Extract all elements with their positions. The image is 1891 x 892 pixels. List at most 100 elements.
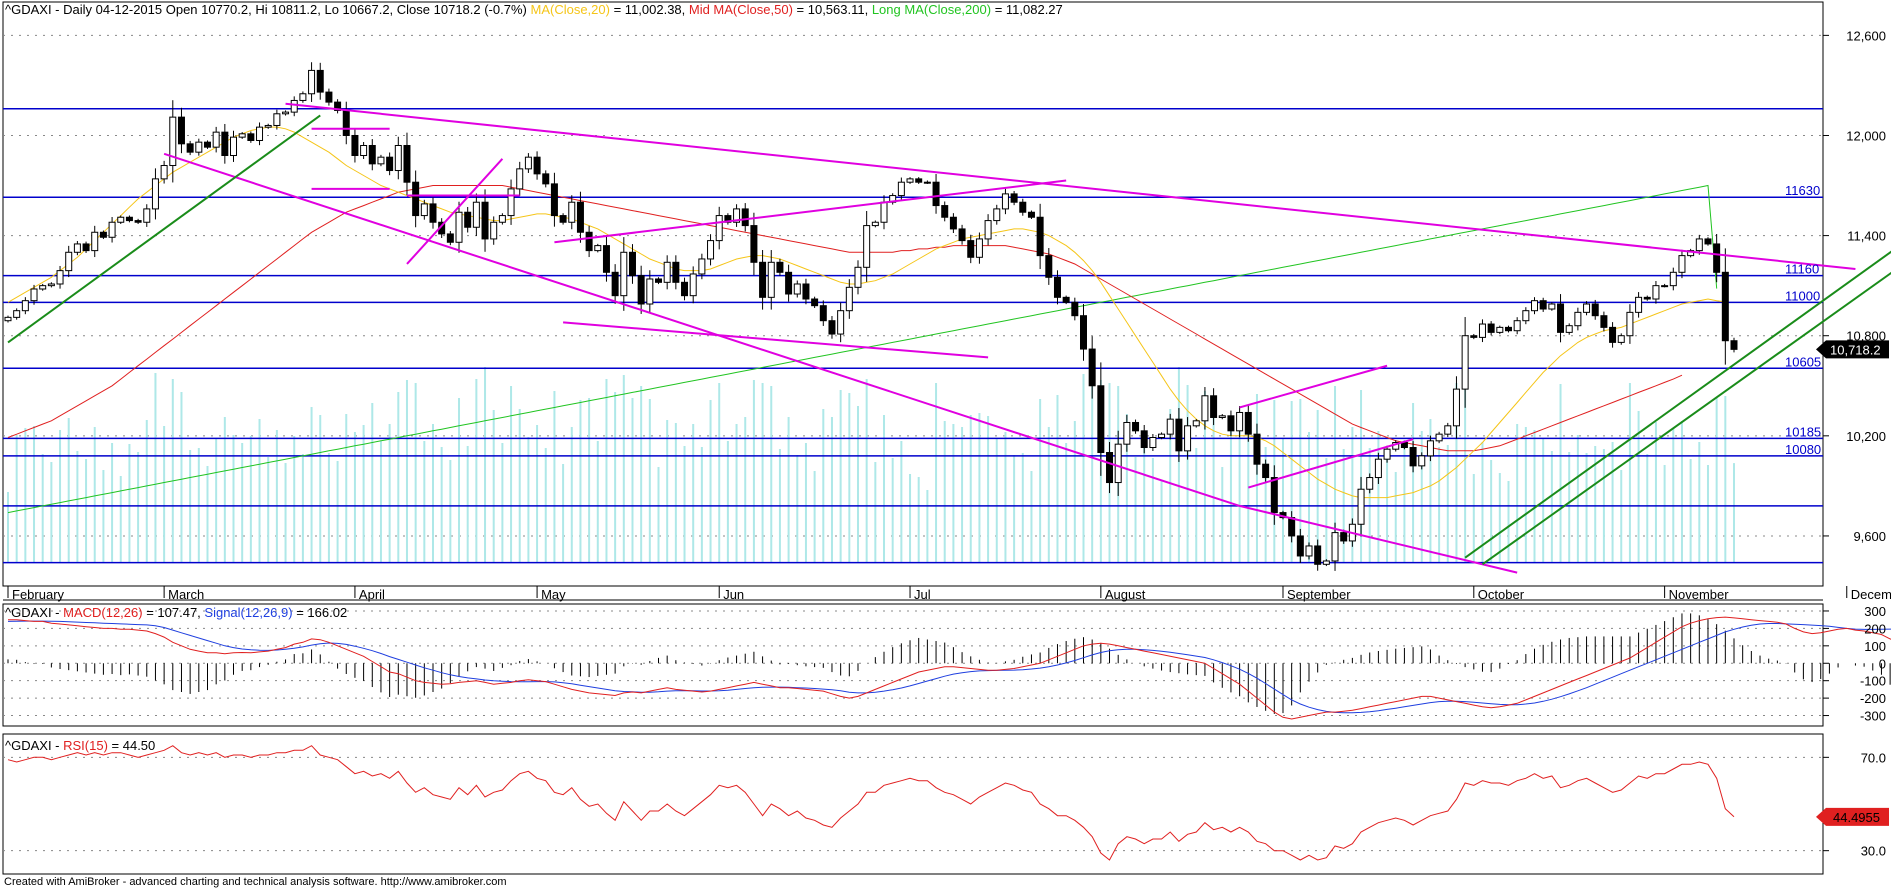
volume-bar bbox=[137, 452, 140, 562]
candle-body bbox=[1487, 323, 1495, 333]
candle-body bbox=[1617, 335, 1625, 343]
rsi-tick-label: 70.0 bbox=[1861, 750, 1886, 765]
macd-panel-title: ^GDAXI - MACD(12,26) = 107.47, Signal(12… bbox=[5, 605, 347, 620]
candle-body bbox=[1053, 276, 1061, 298]
volume-bar bbox=[310, 407, 313, 562]
level-label: 11160 bbox=[1785, 262, 1819, 277]
volume-bar bbox=[909, 474, 912, 562]
candle-body bbox=[1045, 255, 1053, 278]
volume-bar bbox=[631, 398, 634, 562]
volume-bar bbox=[119, 476, 122, 562]
candle-body bbox=[1539, 300, 1547, 310]
candle-body bbox=[420, 203, 428, 217]
candle-body bbox=[958, 228, 966, 242]
channel-line bbox=[1239, 364, 1388, 409]
volume-bar bbox=[1151, 458, 1154, 562]
candle-body bbox=[585, 231, 593, 252]
volume-bar bbox=[275, 430, 278, 562]
volume-bar bbox=[935, 383, 938, 562]
volume-bar bbox=[813, 471, 816, 562]
volume-bar bbox=[405, 380, 408, 562]
candle-body bbox=[1027, 211, 1035, 218]
volume-bar bbox=[379, 441, 382, 562]
month-label: February bbox=[12, 587, 65, 602]
candle-body bbox=[984, 220, 992, 240]
price-tick-label: 12,000 bbox=[1846, 128, 1886, 143]
volume-bar bbox=[197, 448, 200, 562]
candle-body bbox=[403, 144, 411, 183]
volume-bar bbox=[1255, 394, 1258, 562]
volume-bar bbox=[1507, 481, 1510, 562]
price-tick-label: 11,400 bbox=[1847, 229, 1886, 244]
channel-line bbox=[1239, 504, 1518, 574]
candle-body bbox=[221, 131, 229, 157]
candle-body bbox=[151, 178, 159, 210]
candle-body bbox=[91, 231, 99, 252]
volume-bar bbox=[1386, 459, 1389, 562]
volume-bar bbox=[1316, 410, 1319, 562]
volume-bar bbox=[1030, 471, 1033, 562]
price-tick-label: 12,600 bbox=[1846, 28, 1886, 43]
volume-bar bbox=[145, 420, 148, 562]
volume-bar bbox=[1403, 440, 1406, 562]
volume-bar bbox=[1238, 423, 1241, 562]
candle-body bbox=[1296, 535, 1304, 557]
volume-bar bbox=[1394, 472, 1397, 562]
volume-bar bbox=[1464, 386, 1467, 562]
macd-tick-label: 200 bbox=[1864, 621, 1886, 636]
volume-bar bbox=[1290, 401, 1293, 562]
volume-bar bbox=[518, 409, 521, 562]
volume-bar bbox=[536, 425, 539, 562]
volume-bar bbox=[510, 386, 513, 562]
volume-bar bbox=[666, 420, 669, 562]
candle-body bbox=[481, 201, 489, 240]
volume-bar bbox=[1186, 385, 1189, 562]
volume-bar bbox=[726, 441, 729, 562]
candle-body bbox=[186, 143, 194, 153]
month-label: Jun bbox=[723, 587, 744, 602]
volume-bar bbox=[883, 415, 886, 562]
volume-bar bbox=[371, 403, 374, 562]
volume-bar bbox=[293, 436, 296, 562]
candle-body bbox=[386, 156, 394, 172]
volume-bar bbox=[709, 400, 712, 562]
volume-bar bbox=[475, 379, 478, 562]
month-label: May bbox=[541, 587, 566, 602]
volume-bar bbox=[900, 441, 903, 562]
month-label: September bbox=[1287, 587, 1351, 602]
volume-bar bbox=[232, 435, 235, 562]
candle-body bbox=[1591, 303, 1599, 317]
volume-bar bbox=[1360, 390, 1363, 562]
candle-body bbox=[663, 261, 671, 283]
candle-body bbox=[602, 245, 610, 273]
candle-body bbox=[1548, 303, 1556, 310]
volume-bar bbox=[1429, 419, 1432, 562]
volume-bar bbox=[1195, 448, 1198, 562]
volume-bar bbox=[1299, 399, 1302, 562]
volume-bar bbox=[1073, 421, 1076, 562]
candle-body bbox=[1426, 440, 1434, 457]
volume-bar bbox=[1672, 428, 1675, 562]
volume-bar bbox=[362, 425, 365, 562]
volume-bar bbox=[770, 386, 773, 562]
candle-body bbox=[681, 281, 689, 297]
volume-bar bbox=[1533, 430, 1536, 562]
candle-body bbox=[351, 134, 359, 157]
volume-bar bbox=[527, 437, 530, 562]
volume-bar bbox=[484, 367, 487, 562]
volume-bar bbox=[674, 423, 677, 562]
price-tick-label: 10,800 bbox=[1846, 329, 1886, 344]
volume-bar bbox=[180, 392, 183, 562]
volume-bar bbox=[171, 379, 174, 562]
volume-bar bbox=[796, 455, 799, 562]
candle-body bbox=[637, 275, 645, 305]
candle-body bbox=[1713, 243, 1721, 273]
rsi-line bbox=[7, 745, 1735, 861]
candle-body bbox=[464, 211, 472, 228]
volume-bar bbox=[1481, 442, 1484, 562]
volume-bar bbox=[1542, 438, 1545, 562]
candle-body bbox=[1461, 335, 1469, 390]
volume-bar bbox=[1455, 383, 1458, 562]
candle-body bbox=[1583, 303, 1591, 313]
candle-body bbox=[975, 238, 983, 258]
